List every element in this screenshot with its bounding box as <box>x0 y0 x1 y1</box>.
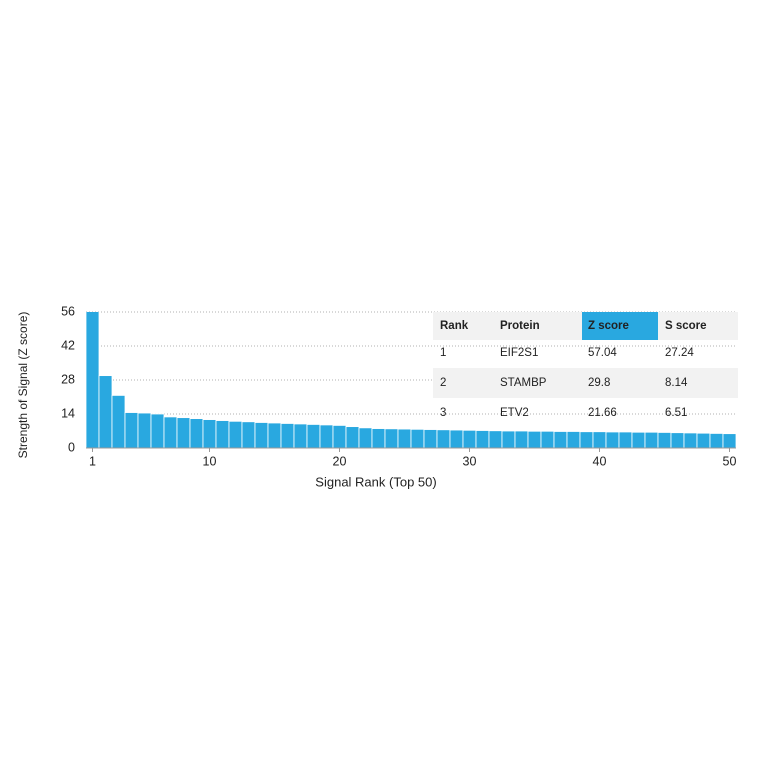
y-tick-label: 14 <box>61 406 75 420</box>
bars <box>86 312 737 449</box>
table-cell: 6.51 <box>665 407 687 419</box>
bar <box>293 423 308 449</box>
bar <box>241 421 256 449</box>
table-cell: STAMBP <box>500 377 547 389</box>
bar <box>423 429 438 449</box>
y-tick-label: 28 <box>61 372 75 386</box>
x-axis-title: Signal Rank (Top 50) <box>315 474 436 489</box>
table-cell: 27.24 <box>665 347 694 359</box>
table-cell: 21.66 <box>588 407 617 419</box>
bar <box>475 430 490 449</box>
bar <box>124 412 139 449</box>
table-cell: 57.04 <box>588 347 617 359</box>
bar <box>657 432 672 449</box>
bar <box>683 432 698 449</box>
table-header: Protein <box>500 320 540 332</box>
bar <box>267 422 282 449</box>
table-header: Z score <box>588 320 629 332</box>
table: Rank Protein Z score S score 1 EIF2S1 57.04 27.… <box>433 312 738 419</box>
bar <box>189 418 204 449</box>
x-tick-label: 50 <box>723 454 737 468</box>
bar <box>86 312 100 449</box>
bar <box>176 417 191 449</box>
row-bg <box>433 368 738 398</box>
bar <box>540 430 555 449</box>
table-cell: 8.14 <box>665 377 688 389</box>
bar <box>163 416 178 449</box>
bar <box>709 433 724 449</box>
bar <box>319 424 334 449</box>
table-cell: 2 <box>440 377 446 389</box>
bar <box>215 420 230 449</box>
bar <box>644 431 659 449</box>
bar <box>111 394 126 449</box>
bar <box>592 431 607 449</box>
bar <box>566 431 581 449</box>
bar <box>254 422 269 449</box>
bar <box>631 431 646 449</box>
x-tick-label: 30 <box>463 454 477 468</box>
bar <box>514 430 529 449</box>
table-cell: EIF2S1 <box>500 347 538 359</box>
bar <box>137 412 152 449</box>
bar <box>722 433 737 449</box>
bar <box>696 432 711 449</box>
bar <box>670 432 685 449</box>
x-tick-label: 20 <box>333 454 347 468</box>
bar <box>488 430 503 449</box>
bar <box>345 426 360 449</box>
axes: 0 14 28 42 56 1 10 20 30 40 50 <box>61 304 736 468</box>
bar <box>150 413 165 449</box>
bar <box>462 429 477 449</box>
table-cell: ETV2 <box>500 407 529 419</box>
y-tick-label: 56 <box>61 304 75 318</box>
bar <box>371 428 386 449</box>
table-header: Rank <box>440 320 469 332</box>
bar <box>501 430 516 449</box>
bar <box>228 420 243 449</box>
highlight-header <box>582 312 658 340</box>
bar <box>579 431 594 449</box>
y-tick-label: 0 <box>68 440 75 454</box>
bar <box>618 431 633 449</box>
bar <box>449 429 464 449</box>
x-tick-label: 10 <box>203 454 217 468</box>
table-cell: 29.8 <box>588 377 610 389</box>
table-cell: 1 <box>440 347 446 359</box>
table-header: S score <box>665 320 707 332</box>
y-tick-label: 42 <box>61 338 75 352</box>
x-tick-label: 40 <box>593 454 607 468</box>
bar <box>306 424 321 449</box>
bar <box>410 428 425 449</box>
bar <box>384 428 399 449</box>
y-axis-title: Strength of Signal (Z score) <box>16 312 30 459</box>
bar <box>553 431 568 449</box>
bar <box>605 431 620 449</box>
bar <box>332 425 347 449</box>
bar <box>358 427 373 449</box>
table-cell: 3 <box>440 407 446 419</box>
bar <box>527 430 542 449</box>
x-tick-label: 1 <box>89 454 96 468</box>
bar <box>280 423 295 449</box>
bar <box>202 419 217 449</box>
bar <box>98 375 113 449</box>
bar <box>436 429 451 449</box>
bar <box>397 428 412 449</box>
